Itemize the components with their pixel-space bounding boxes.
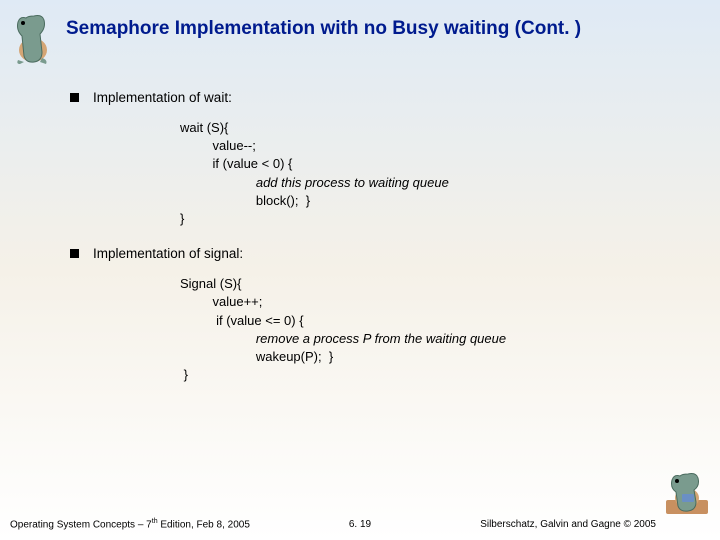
code-line: block(); } — [180, 192, 690, 210]
code-line: if (value < 0) { — [180, 155, 690, 173]
wait-code-block: wait (S){ value--; if (value < 0) { add … — [180, 119, 690, 228]
bullet-marker — [70, 93, 79, 102]
signal-code-block: Signal (S){ value++; if (value <= 0) { r… — [180, 275, 690, 384]
code-line: wakeup(P); } — [180, 348, 690, 366]
footer-left: Operating System Concepts – 7th Edition,… — [10, 518, 250, 530]
slide-content: Implementation of wait: wait (S){ value-… — [70, 90, 690, 402]
code-line: if (value <= 0) { — [180, 312, 690, 330]
footer-right: Silberschatz, Galvin and Gagne © 2005 — [480, 519, 656, 530]
footer-left-pre: Operating System Concepts – 7 — [10, 519, 152, 530]
code-line: value--; — [180, 137, 690, 155]
bullet-signal: Implementation of signal: — [70, 246, 690, 261]
bullet-marker — [70, 249, 79, 258]
slide-title: Semaphore Implementation with no Busy wa… — [66, 18, 710, 40]
bullet-wait: Implementation of wait: — [70, 90, 690, 105]
dino-logo-bottom — [662, 470, 712, 520]
dino-logo-top — [8, 8, 58, 68]
bullet-text-wait: Implementation of wait: — [93, 90, 232, 105]
code-line: } — [180, 210, 690, 228]
footer-left-post: Edition, Feb 8, 2005 — [158, 519, 250, 530]
code-line: value++; — [180, 293, 690, 311]
code-line: Signal (S){ — [180, 275, 690, 293]
bullet-text-signal: Implementation of signal: — [93, 246, 243, 261]
code-line: } — [180, 366, 690, 384]
code-line-italic: add this process to waiting queue — [180, 174, 690, 192]
footer-center: 6. 19 — [349, 519, 371, 530]
code-line-italic: remove a process P from the waiting queu… — [180, 330, 690, 348]
code-line: wait (S){ — [180, 119, 690, 137]
